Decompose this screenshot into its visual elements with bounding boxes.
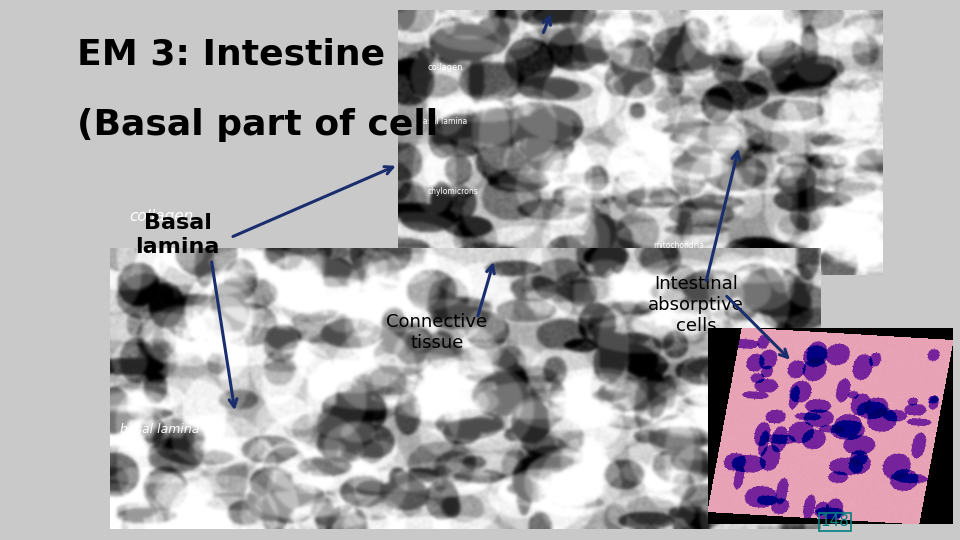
- Text: Connective
tissue: Connective tissue: [386, 313, 488, 352]
- Text: (Basal part of cell: (Basal part of cell: [77, 108, 438, 142]
- Text: 148: 148: [821, 514, 850, 529]
- Text: Basal
lamina: Basal lamina: [135, 213, 220, 256]
- Text: collagen: collagen: [130, 208, 194, 224]
- Text: Intestinal
absorptive
cells: Intestinal absorptive cells: [648, 275, 744, 335]
- Text: mitochondria: mitochondria: [653, 241, 704, 250]
- Text: EM 3: Intestine: EM 3: Intestine: [77, 38, 385, 72]
- Text: basal lamina: basal lamina: [120, 423, 200, 436]
- Text: chylomicrons: chylomicrons: [427, 187, 478, 196]
- Text: basal lamina: basal lamina: [418, 117, 467, 126]
- Text: collagen: collagen: [427, 63, 463, 72]
